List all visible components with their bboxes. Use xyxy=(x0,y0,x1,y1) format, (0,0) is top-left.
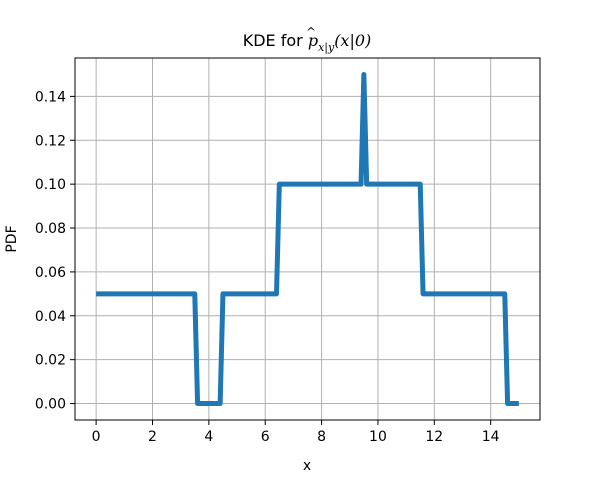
title-hat: ^ xyxy=(306,25,316,39)
x-tick-label: 12 xyxy=(425,429,443,445)
y-tick-label: 0.06 xyxy=(35,265,66,281)
x-axis: 0 2 4 6 8 10 12 14 xyxy=(92,420,500,445)
x-tick-label: 8 xyxy=(317,429,326,445)
x-tick-label: 4 xyxy=(204,429,213,445)
x-tick-label: 0 xyxy=(92,429,101,445)
y-tick-label: 0.02 xyxy=(35,353,66,369)
y-tick-label: 0.08 xyxy=(35,221,66,237)
y-axis: 0.00 0.02 0.04 0.06 0.08 0.10 0.12 0.14 xyxy=(35,89,75,413)
y-axis-label: PDF xyxy=(4,225,20,252)
y-tick-label: 0.04 xyxy=(35,309,66,325)
x-tick-label: 6 xyxy=(261,429,270,445)
kde-line xyxy=(96,71,519,407)
x-tick-label: 2 xyxy=(148,429,157,445)
x-tick-label: 14 xyxy=(482,429,500,445)
title-args: (x|0) xyxy=(334,31,371,50)
series-layer xyxy=(96,71,519,407)
chart-title: KDE for px|y(x|0) xyxy=(243,31,372,55)
title-p: p xyxy=(308,31,318,50)
title-subscript: x|y xyxy=(318,41,335,55)
x-axis-label: x xyxy=(303,458,311,474)
plot-frame xyxy=(74,57,541,421)
y-tick-label: 0.00 xyxy=(35,397,66,413)
y-tick-label: 0.12 xyxy=(35,133,66,149)
y-tick-label: 0.14 xyxy=(35,89,66,105)
y-tick-label: 0.10 xyxy=(35,177,66,193)
x-tick-label: 10 xyxy=(369,429,387,445)
title-prefix: KDE for xyxy=(243,31,308,50)
